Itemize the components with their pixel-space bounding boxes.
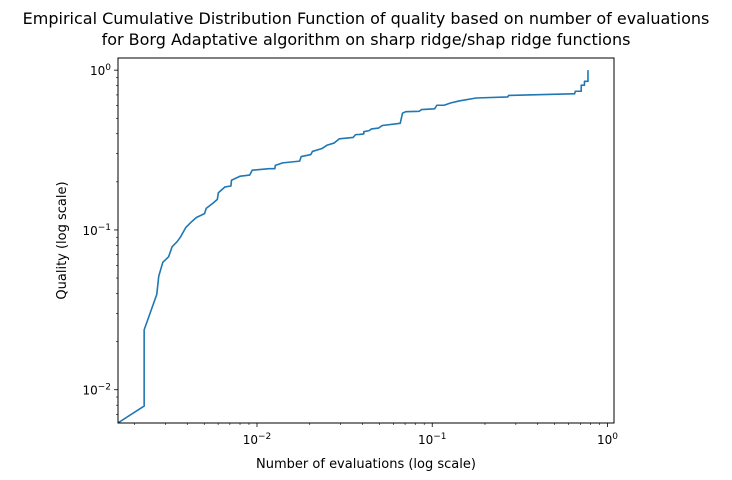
x-axis-label: Number of evaluations (log scale) <box>256 457 476 472</box>
x-tick-label: 100 <box>597 432 618 447</box>
chart-title-line-2: for Borg Adaptative algorithm on sharp r… <box>102 30 631 49</box>
y-axis-label: Quality (log scale) <box>55 181 70 299</box>
x-tick-label: 10−1 <box>418 432 447 447</box>
y-tick-label: 10−2 <box>82 383 111 398</box>
y-axis: 10−2 10−1 100 <box>82 63 118 415</box>
y-tick-label: 10−1 <box>82 223 111 238</box>
y-tick-label: 100 <box>90 63 111 78</box>
plot-area <box>118 70 589 423</box>
ecdf-series-line-0 <box>118 70 589 423</box>
chart-title-line-1: Empirical Cumulative Distribution Functi… <box>23 9 710 28</box>
x-tick-label: 10−2 <box>243 432 272 447</box>
x-axis: 10−2 10−1 100 <box>134 423 618 447</box>
axes-frame <box>117 57 615 424</box>
